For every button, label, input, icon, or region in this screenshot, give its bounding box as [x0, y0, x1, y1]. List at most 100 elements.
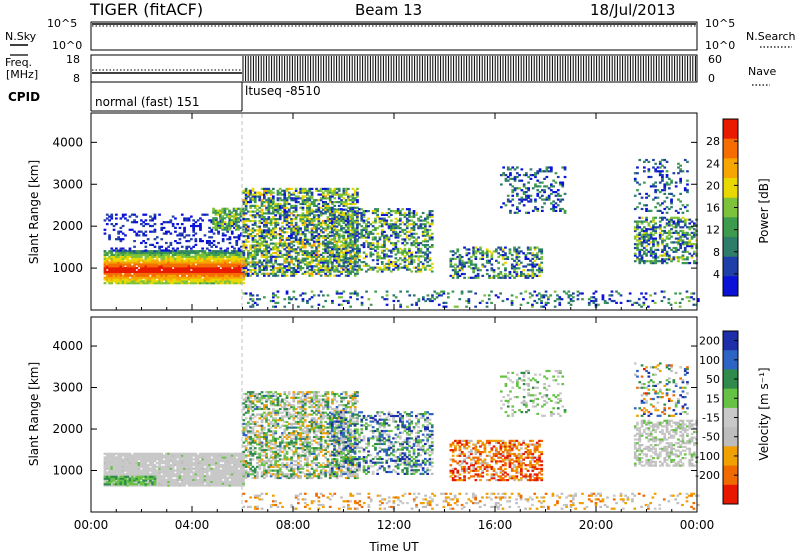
- data-cell: [192, 276, 195, 279]
- data-cell: [283, 305, 287, 308]
- data-cell: [410, 244, 414, 247]
- data-cell: [115, 272, 118, 275]
- data-cell: [192, 245, 195, 248]
- data-cell: [190, 263, 193, 266]
- data-cell: [242, 253, 246, 256]
- data-cell: [228, 226, 231, 229]
- data-cell: [424, 227, 427, 230]
- data-cell: [681, 250, 685, 253]
- data-cell: [552, 207, 555, 211]
- data-cell: [171, 272, 175, 275]
- data-cell: [326, 265, 330, 268]
- data-cell: [554, 172, 558, 175]
- data-cell: [115, 276, 118, 279]
- data-cell: [356, 201, 359, 204]
- data-cell: [428, 223, 432, 226]
- data-cell: [410, 259, 414, 262]
- data-cell: [654, 206, 657, 209]
- data-cell: [308, 244, 312, 247]
- data-cell: [356, 248, 359, 251]
- data-cell: [472, 269, 475, 272]
- data-cell: [394, 245, 398, 249]
- data-cell: [426, 294, 430, 297]
- data-cell: [135, 278, 139, 281]
- data-cell: [110, 223, 114, 226]
- data-cell: [230, 268, 234, 272]
- data-cell: [358, 223, 361, 226]
- data-cell: [256, 261, 259, 264]
- data-cell: [146, 259, 150, 262]
- data-cell: [322, 201, 325, 204]
- data-cell: [410, 251, 414, 254]
- data-cell: [169, 221, 173, 224]
- data-cell: [319, 223, 323, 226]
- data-cell: [344, 231, 348, 234]
- data-cell: [301, 261, 305, 264]
- data-cell: [299, 267, 302, 270]
- data-cell: [155, 241, 159, 245]
- data-cell: [387, 261, 391, 264]
- data-cell: [205, 276, 209, 279]
- data-cell: [360, 301, 364, 304]
- data-cell: [199, 217, 202, 220]
- data-cell: [240, 276, 243, 279]
- data-cell: [178, 253, 182, 256]
- data-cell: [176, 272, 179, 275]
- data-cell: [387, 240, 391, 243]
- data-cell: [281, 189, 284, 192]
- data-cell: [285, 265, 289, 268]
- data-cell: [299, 233, 302, 236]
- data-cell: [392, 210, 395, 213]
- data-cell: [108, 270, 111, 273]
- data-cell: [333, 201, 337, 204]
- data-cell: [285, 212, 289, 215]
- data-cell: [315, 229, 318, 232]
- data-cell: [485, 252, 489, 255]
- data-cell: [160, 245, 164, 248]
- data-cell: [374, 228, 377, 232]
- data-cell: [149, 276, 152, 279]
- data-cell: [647, 222, 651, 225]
- data-cell: [344, 267, 348, 270]
- data-cell: [194, 261, 198, 264]
- data-cell: [151, 253, 154, 256]
- data-cell: [144, 230, 148, 233]
- data-cell: [235, 253, 239, 256]
- data-cell: [506, 179, 510, 182]
- data-cell: [340, 208, 343, 211]
- data-cell: [405, 236, 409, 239]
- data-cell: [276, 208, 280, 211]
- data-cell: [253, 195, 257, 198]
- data-cell: [208, 253, 211, 256]
- data-cell: [331, 250, 334, 253]
- data-cell: [217, 282, 220, 285]
- data-cell: [105, 259, 109, 262]
- data-cell: [340, 210, 343, 213]
- data-cell: [212, 267, 216, 270]
- data-cell: [335, 261, 339, 264]
- data-cell: [672, 216, 676, 219]
- data-cell: [171, 215, 175, 218]
- data-cell: [677, 248, 680, 251]
- data-cell: [531, 269, 535, 272]
- data-cell: [312, 242, 316, 245]
- data-cell: [333, 187, 337, 190]
- data-cell: [301, 246, 305, 249]
- data-cell: [194, 267, 198, 270]
- data-cell: [367, 268, 370, 271]
- data-cell: [349, 262, 352, 265]
- data-cell: [272, 292, 275, 295]
- data-cell: [212, 270, 216, 273]
- data-cell: [210, 255, 214, 258]
- data-cell: [686, 231, 689, 234]
- data-cell: [324, 274, 327, 277]
- data-cell: [376, 245, 379, 249]
- data-cell: [124, 274, 127, 277]
- data-cell: [670, 224, 673, 227]
- data-cell: [153, 238, 157, 241]
- data-cell: [294, 218, 298, 221]
- data-cell: [208, 230, 211, 233]
- data-cell: [360, 215, 364, 218]
- data-cell: [394, 244, 398, 247]
- data-cell: [351, 213, 354, 216]
